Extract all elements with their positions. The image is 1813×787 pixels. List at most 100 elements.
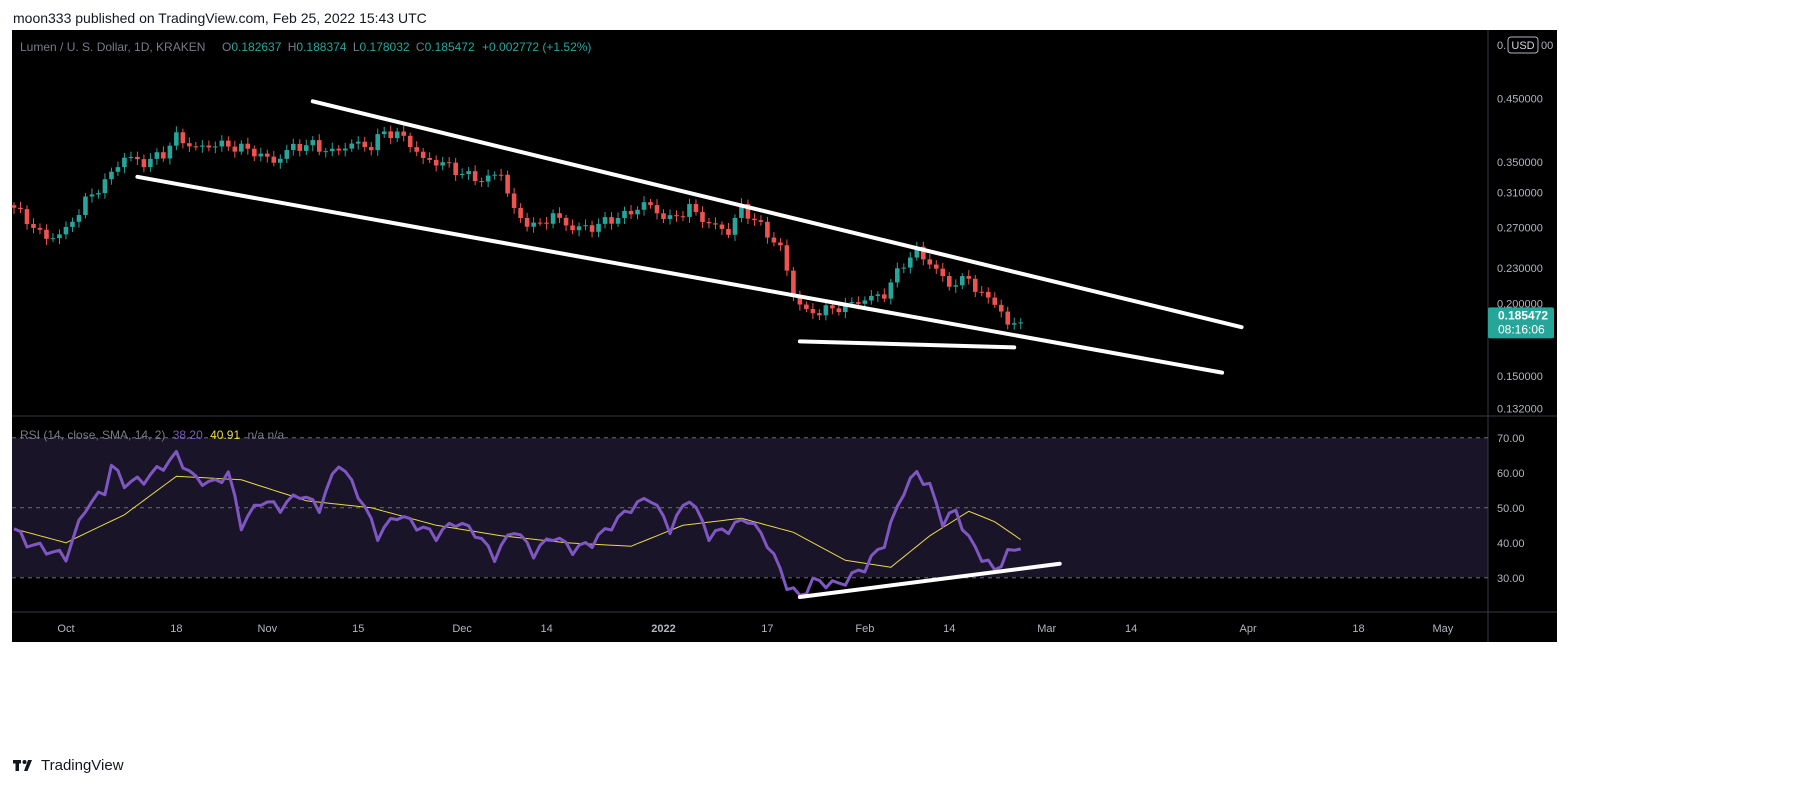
candle-body — [959, 276, 965, 286]
candle-body — [479, 181, 484, 183]
candle-body — [570, 225, 575, 231]
candle — [122, 152, 127, 174]
candle-body — [239, 143, 244, 152]
candle-body — [200, 145, 205, 147]
candle-body — [583, 225, 588, 227]
candle-body — [706, 221, 712, 224]
candle-body — [602, 217, 608, 224]
trendline-upper-resistance[interactable] — [310, 99, 1244, 330]
last-price-badge: 0.185472 08:16:06 — [1488, 307, 1554, 339]
candle — [602, 212, 608, 229]
candle — [252, 145, 257, 162]
candle-body — [187, 143, 192, 147]
candle — [193, 141, 199, 151]
candle — [778, 238, 783, 251]
candle-body — [427, 157, 432, 160]
candle — [187, 137, 192, 153]
candle — [537, 218, 543, 226]
rsi-trendline[interactable] — [797, 561, 1062, 599]
candle — [635, 206, 640, 220]
candle-body — [557, 213, 562, 218]
brand-label: TradingView — [41, 757, 124, 774]
candles — [11, 125, 1024, 330]
close-label: C — [416, 40, 425, 54]
footer-brand[interactable]: TradingView — [13, 757, 124, 774]
time-tick-label: Apr — [1239, 623, 1256, 635]
rsi-ma-value: 40.91 — [210, 428, 240, 442]
candle-body — [498, 174, 504, 176]
last-price-badge-bg — [1488, 307, 1554, 339]
rsi-tick-label: 50.00 — [1497, 503, 1525, 515]
candle-body — [901, 267, 907, 269]
time-tick-label: Mar — [1037, 623, 1056, 635]
candle — [927, 253, 933, 270]
time-tick-label: 14 — [540, 623, 552, 635]
currency-badge[interactable] — [1507, 36, 1539, 54]
candle — [946, 272, 952, 291]
candle-body — [433, 159, 439, 166]
candle — [180, 128, 186, 149]
candle-body — [219, 140, 225, 147]
candle — [459, 168, 465, 179]
candle-body — [674, 215, 679, 217]
candle — [875, 291, 881, 303]
candle — [888, 278, 894, 305]
candle — [76, 209, 82, 228]
candle-body — [440, 162, 445, 166]
candle — [37, 223, 43, 235]
candle-body — [758, 220, 764, 222]
candle — [349, 139, 355, 152]
candle — [706, 218, 712, 229]
trendline-base-line[interactable] — [797, 339, 1017, 350]
candle — [1018, 318, 1024, 330]
candle-body — [252, 148, 257, 157]
candle — [420, 147, 426, 165]
candle — [661, 209, 666, 224]
rsi-value: 38.20 — [173, 428, 203, 442]
candle-body — [985, 291, 991, 298]
candle-body — [258, 153, 264, 157]
candle — [433, 155, 439, 172]
candle-body — [44, 229, 49, 239]
candle-body — [167, 145, 173, 159]
candle-body — [817, 313, 822, 316]
candle — [693, 199, 699, 216]
candle — [550, 209, 556, 229]
candle-body — [979, 291, 985, 293]
candle — [472, 165, 478, 186]
candle — [511, 187, 517, 214]
candle-body — [148, 158, 153, 168]
candle-body — [823, 305, 829, 316]
candle-body — [589, 225, 595, 232]
candle — [914, 241, 920, 261]
candle — [628, 205, 634, 220]
candle — [394, 127, 400, 142]
candle — [797, 290, 803, 311]
price-tick-label: 0.200000 — [1497, 298, 1543, 310]
candle-body — [1011, 323, 1017, 325]
candle — [57, 229, 62, 245]
candle-body — [102, 179, 108, 194]
candle-body — [998, 304, 1004, 312]
candle-body — [804, 304, 809, 310]
candle-body — [284, 150, 290, 159]
candle — [687, 198, 692, 224]
candle-body — [914, 246, 920, 258]
candle — [381, 127, 387, 138]
candle-body — [810, 309, 816, 314]
candle — [817, 309, 822, 321]
candle — [83, 193, 88, 219]
trendline-lower-support[interactable] — [135, 174, 1225, 375]
high-value: 0.188374 — [296, 40, 346, 54]
candle — [148, 153, 153, 172]
candle-body — [388, 131, 394, 139]
candle-body — [414, 147, 419, 152]
candle — [518, 203, 523, 224]
candle — [245, 137, 251, 155]
candle-body — [290, 143, 296, 151]
candle — [128, 151, 134, 162]
candle-body — [628, 210, 634, 215]
ohlc-values: O0.182637 H0.188374 L0.178032 C0.185472 … — [222, 40, 591, 54]
time-tick-label: 15 — [352, 623, 364, 635]
